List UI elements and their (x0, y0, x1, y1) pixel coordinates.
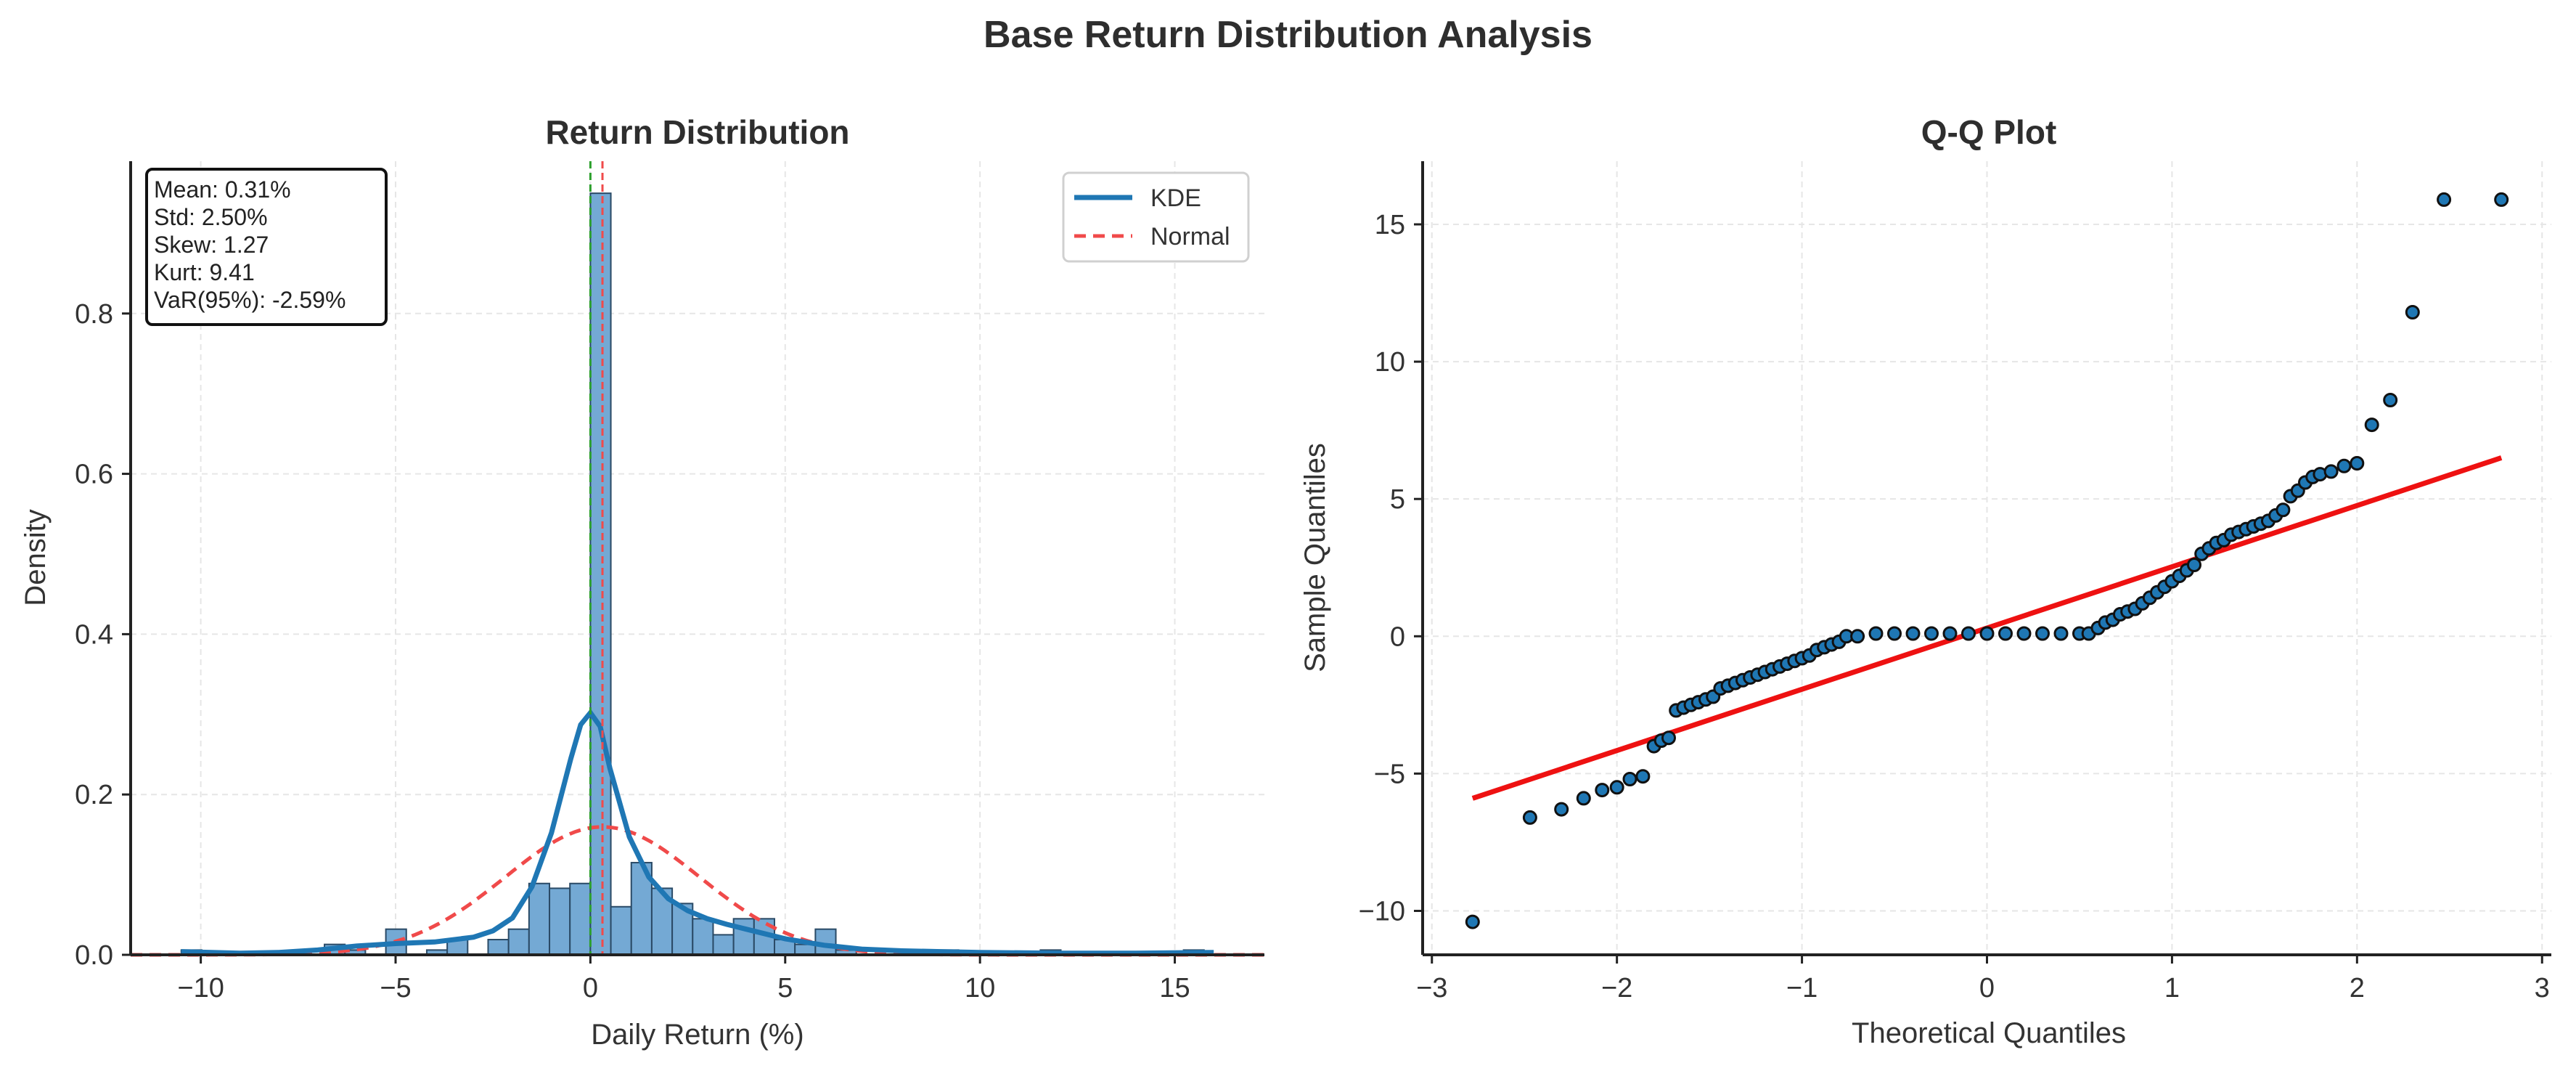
legend-kde-label: KDE (1150, 184, 1201, 212)
x-tick-label: −3 (1416, 973, 1447, 1003)
qq-y-label: Sample Quantiles (1299, 443, 1331, 672)
histogram-bar (507, 928, 530, 956)
x-tick-label: −1 (1786, 973, 1817, 1003)
x-tick-label: −10 (177, 973, 224, 1003)
y-tick-label: 0.0 (75, 940, 113, 971)
legend-normal-label: Normal (1150, 223, 1230, 251)
y-tick-label: −5 (1374, 759, 1405, 789)
qq-title: Q-Q Plot (1921, 113, 2057, 151)
qq-x-label: Theoretical Quantiles (1852, 1017, 2126, 1049)
qq-point (1554, 802, 1569, 817)
y-tick-label: −10 (1359, 896, 1405, 927)
y-tick-label: 15 (1375, 210, 1405, 240)
histogram-panel: −10 −5 0 5 10 15 0.0 0.2 0.4 0.6 0.8 Return Distr… (20, 113, 1264, 1051)
legend: KDE Normal (1062, 171, 1250, 263)
stats-std: Std: 2.50% (154, 204, 268, 230)
qq-point (2035, 626, 2050, 641)
qq-point (2187, 558, 2201, 572)
x-tick-label: 2 (2350, 973, 2365, 1003)
histogram-bar (528, 882, 551, 956)
qq-point (2405, 305, 2420, 319)
qq-point (2364, 418, 2379, 433)
y-tick-label: 0.8 (75, 299, 113, 330)
histogram-bar (712, 934, 735, 956)
x-tick-label: 0 (1979, 973, 1995, 1003)
y-tick-label: 0 (1390, 622, 1405, 652)
qq-point (1961, 626, 1976, 641)
x-tick-label: −5 (380, 973, 411, 1003)
qq-point (2323, 464, 2339, 479)
qq-point (2437, 192, 2452, 207)
qq-point (1942, 626, 1958, 641)
x-tick-label: 0 (583, 973, 598, 1003)
histogram-bar (794, 943, 817, 956)
stats-box-frame (145, 168, 388, 326)
x-tick-label: 3 (2535, 973, 2550, 1003)
qq-point (1998, 626, 2013, 641)
qq-point (1905, 626, 1921, 641)
qq-x-ticks: −3 −2 −1 0 1 2 3 (1416, 955, 2550, 1003)
qq-point (1868, 626, 1884, 641)
histogram-y-label: Density (20, 509, 52, 606)
qq-y-ticks: −10 −5 0 5 10 15 (1359, 210, 1423, 927)
qq-point (1850, 629, 1865, 644)
qq-point (1924, 626, 1939, 641)
qq-point (2336, 458, 2352, 473)
histogram-y-ticks: 0.0 0.2 0.4 0.6 0.8 (75, 299, 131, 971)
kde-curve (181, 708, 1214, 956)
histogram-bar (589, 192, 612, 956)
qq-point (1522, 810, 1537, 825)
qq-point (1609, 780, 1624, 795)
histogram-bar (549, 887, 571, 956)
qq-point (2276, 502, 2291, 518)
qq-point (2053, 626, 2069, 641)
qq-point (1595, 783, 1610, 798)
histogram-bar (732, 918, 755, 956)
histogram-bar (692, 918, 714, 956)
figure-title: Base Return Distribution Analysis (984, 14, 1592, 56)
stats-box: Mean: 0.31% Std: 2.50% Skew: 1.27 Kurt: … (145, 168, 388, 326)
y-tick-label: 0.6 (75, 460, 113, 490)
qq-point (1979, 626, 1995, 641)
qq-point (1635, 769, 1651, 784)
x-tick-label: 5 (777, 973, 793, 1003)
y-tick-label: 10 (1375, 347, 1405, 378)
qq-point (2383, 393, 2398, 407)
y-tick-label: 0.2 (75, 780, 113, 810)
qq-grid (1423, 161, 2551, 955)
qq-point (2016, 626, 2032, 641)
qq-point (2494, 192, 2509, 207)
qq-point (1622, 772, 1637, 786)
stats-skew: Skew: 1.27 (154, 232, 269, 258)
qq-points (1465, 192, 2509, 929)
x-tick-label: −2 (1601, 973, 1632, 1003)
x-tick-label: 1 (2164, 973, 2180, 1003)
histogram-x-ticks: −10 −5 0 5 10 15 (177, 955, 1190, 1003)
normal-curve (131, 825, 1264, 957)
qq-point (1887, 626, 1902, 641)
qq-point (1661, 730, 1676, 746)
x-tick-label: 15 (1159, 973, 1190, 1003)
stats-var: VaR(95%): -2.59% (154, 287, 345, 313)
x-tick-label: 10 (965, 973, 995, 1003)
histogram-bar (487, 939, 510, 956)
y-tick-label: 5 (1390, 484, 1405, 515)
y-tick-label: 0.4 (75, 619, 113, 650)
histogram-title: Return Distribution (545, 113, 849, 151)
histogram-bar (610, 905, 632, 956)
qq-point (1576, 791, 1591, 806)
qq-point (1465, 914, 1480, 929)
stats-mean: Mean: 0.31% (154, 176, 291, 203)
histogram-x-label: Daily Return (%) (591, 1019, 804, 1051)
qq-point (2350, 456, 2365, 471)
histogram-bar (569, 882, 592, 956)
stats-kurt: Kurt: 9.41 (154, 259, 255, 285)
